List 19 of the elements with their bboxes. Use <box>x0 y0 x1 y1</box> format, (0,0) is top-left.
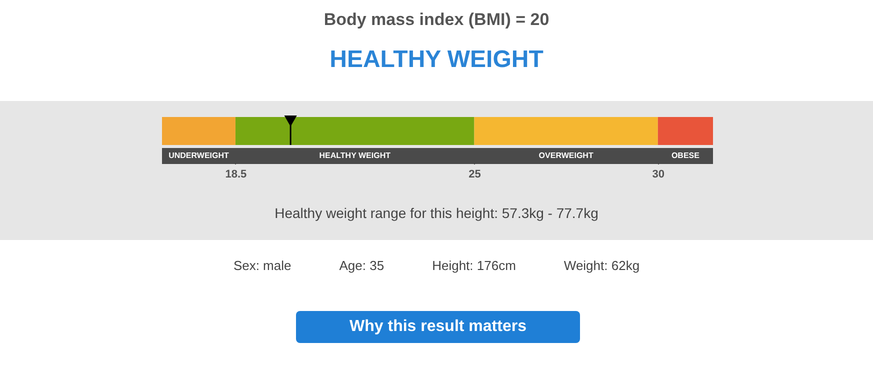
text: Sex: male <box>233 258 292 273</box>
series-label: OVERWEIGHT <box>538 151 594 160</box>
series-label: HEALTHY WEIGHT <box>319 151 391 160</box>
chart-subtitle: HEALTHY WEIGHT <box>328 46 544 74</box>
text: Age: 35 <box>339 258 384 273</box>
text: Height: 176cm <box>432 258 516 273</box>
x-tick-label: 25 <box>468 168 481 180</box>
bar <box>162 117 236 145</box>
bar <box>658 117 713 145</box>
annotation: Healthy weight range for this height: 57.3kg - 77.7kg <box>274 205 600 221</box>
chart-title: Body mass index (BMI) = 20 <box>322 10 550 30</box>
bar <box>235 117 474 145</box>
bar <box>474 117 658 145</box>
button[interactable]: Why this result matters <box>296 311 580 343</box>
x-tick-label: 18.5 <box>225 168 247 180</box>
series-label: UNDERWEIGHT <box>168 151 229 160</box>
text: Weight: 62kg <box>564 258 640 273</box>
series-label: OBESE <box>671 151 700 160</box>
x-tick-label: 30 <box>652 168 665 180</box>
